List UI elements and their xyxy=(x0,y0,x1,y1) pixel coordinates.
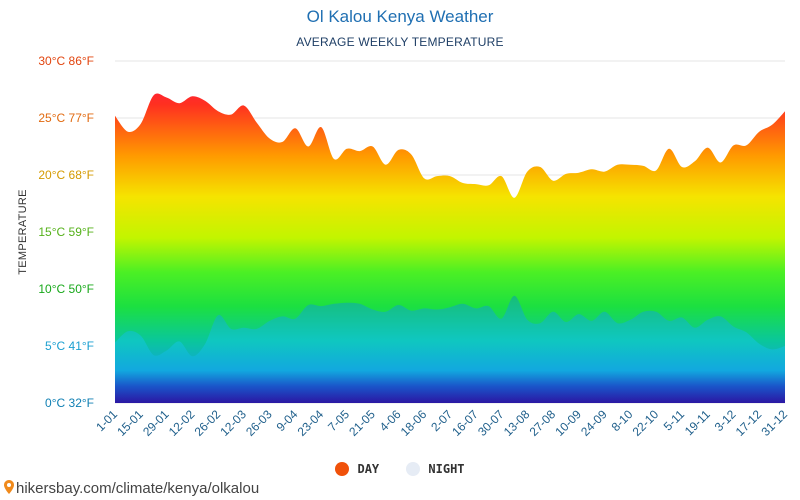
y-tick-label: 0°C 32°F xyxy=(45,396,94,410)
x-tick-label: 17-12 xyxy=(733,407,765,439)
source-link[interactable]: hikersbay.com/climate/kenya/olkalou xyxy=(4,480,259,497)
x-tick-label: 18-06 xyxy=(398,407,430,439)
x-tick-label: 30-07 xyxy=(475,407,507,439)
x-tick-label: 27-08 xyxy=(527,407,559,439)
legend: DAY NIGHT xyxy=(0,462,800,479)
x-tick-label: 22-10 xyxy=(630,407,662,439)
night-temperature-area xyxy=(115,295,785,403)
x-tick-label: 29-01 xyxy=(140,407,172,439)
y-tick-labels: 0°C 32°F 5°C 41°F 10°C 50°F 15°C 59°F 20°C 6… xyxy=(38,54,94,410)
y-tick-label: 20°C 68°F xyxy=(38,168,94,182)
legend-day-label: DAY xyxy=(357,462,380,476)
legend-item-day[interactable]: DAY xyxy=(335,462,379,476)
legend-item-night[interactable]: NIGHT xyxy=(406,462,465,476)
y-tick-label: 30°C 86°F xyxy=(38,54,94,68)
x-tick-label: 16-07 xyxy=(449,407,481,439)
y-tick-label: 5°C 41°F xyxy=(45,339,94,353)
y-tick-label: 10°C 50°F xyxy=(38,282,94,296)
source-text: hikersbay.com/climate/kenya/olkalou xyxy=(16,480,260,497)
x-tick-label: 26-02 xyxy=(192,407,224,439)
x-tick-label: 15-01 xyxy=(114,407,146,439)
x-tick-label: 13-08 xyxy=(501,407,533,439)
map-pin-icon xyxy=(4,480,14,494)
x-tick-label: 26-03 xyxy=(243,407,275,439)
y-tick-label: 25°C 77°F xyxy=(38,111,94,125)
x-tick-label: 21-05 xyxy=(346,407,378,439)
chart-subtitle: AVERAGE WEEKLY TEMPERATURE xyxy=(296,35,504,49)
chart-title: Ol Kalou Kenya Weather xyxy=(306,7,494,26)
x-tick-label: 31-12 xyxy=(759,407,791,439)
y-tick-label: 15°C 59°F xyxy=(38,225,94,239)
x-tick-label: 12-03 xyxy=(217,407,249,439)
x-tick-label: 24-09 xyxy=(578,407,610,439)
legend-night-label: NIGHT xyxy=(428,462,465,476)
legend-day-dot xyxy=(335,462,350,476)
x-tick-label: 23-04 xyxy=(295,407,327,439)
x-tick-labels: 1-0115-0129-0112-0226-0212-0326-039-0423… xyxy=(93,407,790,439)
x-tick-label: 19-11 xyxy=(682,407,713,438)
x-tick-label: 12-02 xyxy=(166,407,198,439)
x-tick-label: 10-09 xyxy=(552,407,584,439)
legend-night-dot xyxy=(406,462,421,476)
